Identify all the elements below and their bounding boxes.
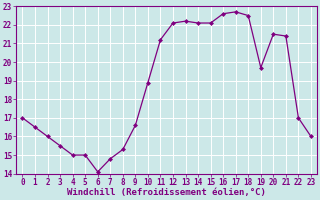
X-axis label: Windchill (Refroidissement éolien,°C): Windchill (Refroidissement éolien,°C) — [67, 188, 266, 197]
